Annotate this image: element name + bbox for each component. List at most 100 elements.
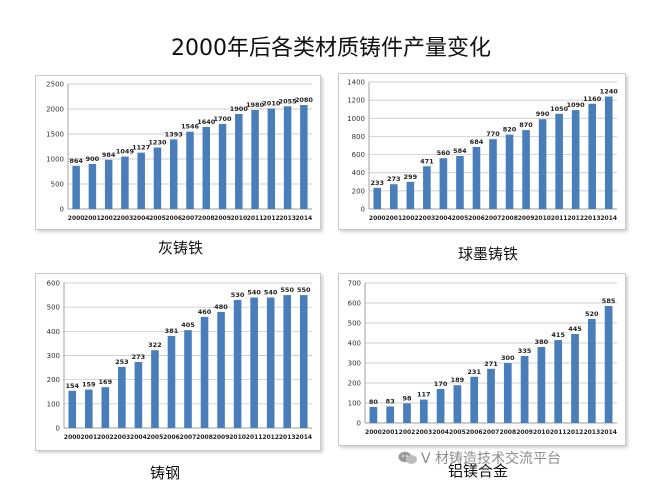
bar: [169, 139, 178, 209]
bar: [283, 295, 292, 428]
x-tick-label: 2007: [485, 215, 502, 222]
caption-ductile-iron: 球墨铸铁: [458, 245, 519, 263]
chart-panel-gray-iron: 0 500 1000 1500 2000 2500 864 2000 900 2001 984 200…: [35, 75, 321, 230]
data-label: 2010: [262, 100, 281, 108]
data-label: 460: [198, 308, 212, 316]
x-tick-label: 2012: [263, 215, 280, 222]
bar: [386, 406, 395, 423]
y-tick-label: 1000: [347, 115, 365, 123]
bar: [300, 105, 308, 209]
x-tick-label: 2008: [198, 215, 215, 222]
x-tick-label: 2010: [230, 215, 247, 222]
bar-chart-ductile-iron: 0200400600800100012001400233200027320012…: [347, 79, 618, 223]
bar: [202, 127, 211, 209]
data-label: 83: [386, 397, 395, 405]
y-tick-label: 600: [348, 300, 361, 308]
y-tick-label: 100: [47, 400, 60, 408]
x-tick-label: 2011: [247, 215, 264, 222]
data-label: 405: [181, 321, 195, 329]
x-tick-label: 2008: [499, 429, 516, 436]
y-tick-label: 300: [47, 352, 60, 360]
data-label: 1230: [148, 139, 167, 147]
bar: [472, 146, 481, 209]
bar: [267, 108, 276, 209]
bar: [453, 385, 462, 423]
bar: [439, 158, 448, 209]
page-title: 2000年后各类材质铸件产量变化: [171, 36, 491, 61]
bar: [489, 139, 497, 209]
bar: [104, 159, 113, 209]
x-tick-label: 2002: [97, 434, 114, 441]
data-label: 271: [484, 360, 498, 368]
x-tick-label: 2008: [501, 215, 518, 222]
data-label: 1640: [197, 118, 216, 126]
x-tick-label: 2001: [385, 215, 402, 222]
data-label: 1127: [132, 144, 150, 152]
data-label: 415: [551, 331, 565, 339]
caption-al-mg-alloy: 铝镁合金: [448, 462, 509, 480]
x-tick-label: 2007: [180, 434, 197, 441]
bar: [522, 130, 530, 209]
bar: [423, 166, 431, 209]
bar-chart-cast-steel: 0 100 200 300 400 500 600 154 2000 159 2001 169 2002…: [47, 280, 312, 442]
data-label: 1700: [213, 115, 232, 123]
x-tick-label: 2005: [149, 215, 166, 222]
y-tick-label: 2000: [46, 106, 64, 114]
data-label: 169: [99, 378, 113, 386]
x-tick-label: 2009: [214, 215, 231, 222]
x-tick-label: 2010: [533, 429, 550, 436]
y-tick-label: 1000: [46, 156, 64, 164]
bar: [571, 334, 579, 423]
x-tick-label: 2013: [279, 215, 296, 222]
bar-chart-gray-iron: 0 500 1000 1500 2000 2500 864 2000 900 2001 984 200…: [46, 81, 313, 223]
data-label: 550: [297, 286, 311, 294]
data-label: 170: [434, 380, 448, 388]
x-tick-label: 2010: [534, 215, 551, 222]
x-tick-label: 2000: [369, 215, 386, 222]
x-tick-label: 2011: [246, 434, 263, 441]
y-tick-label: 200: [47, 376, 60, 384]
bar: [604, 96, 613, 209]
x-tick-label: 2001: [84, 215, 101, 222]
data-label: 1546: [181, 123, 200, 131]
bar: [456, 156, 464, 209]
bar: [88, 164, 97, 209]
bar: [235, 114, 243, 209]
data-label: 864: [69, 157, 83, 165]
x-tick-label: 2005: [452, 215, 469, 222]
data-label: 1393: [165, 130, 183, 138]
bar: [373, 187, 382, 209]
bar: [134, 362, 143, 428]
bar: [84, 389, 93, 428]
data-label: 322: [148, 341, 162, 349]
x-tick-label: 2014: [295, 434, 312, 441]
y-tick-label: 700: [348, 280, 361, 288]
y-tick-label: 0: [56, 425, 60, 433]
bar: [266, 297, 275, 428]
y-tick-label: 100: [348, 400, 361, 408]
x-tick-label: 2003: [419, 215, 436, 222]
data-label: 520: [585, 310, 599, 318]
data-label: 381: [165, 327, 179, 335]
data-label: 550: [280, 286, 294, 294]
data-label: 80: [369, 398, 379, 406]
y-tick-label: 0: [357, 420, 361, 428]
data-label: 1050: [550, 105, 569, 113]
bar: [503, 363, 512, 423]
x-tick-label: 2009: [518, 215, 535, 222]
bar: [389, 184, 398, 209]
bar: [419, 399, 428, 423]
bar: [555, 113, 563, 209]
data-label: 445: [568, 325, 582, 333]
data-label: 540: [264, 289, 278, 297]
y-tick-label: 0: [361, 206, 365, 214]
bar: [403, 403, 411, 423]
x-tick-label: 2013: [584, 215, 601, 222]
watermark-text: V 材铸造技术交流平台: [421, 451, 562, 467]
bar: [406, 181, 415, 209]
bar: [470, 376, 479, 423]
data-label: 300: [501, 354, 515, 362]
x-tick-label: 2006: [466, 429, 483, 436]
bar: [299, 295, 308, 428]
bar: [137, 152, 145, 209]
